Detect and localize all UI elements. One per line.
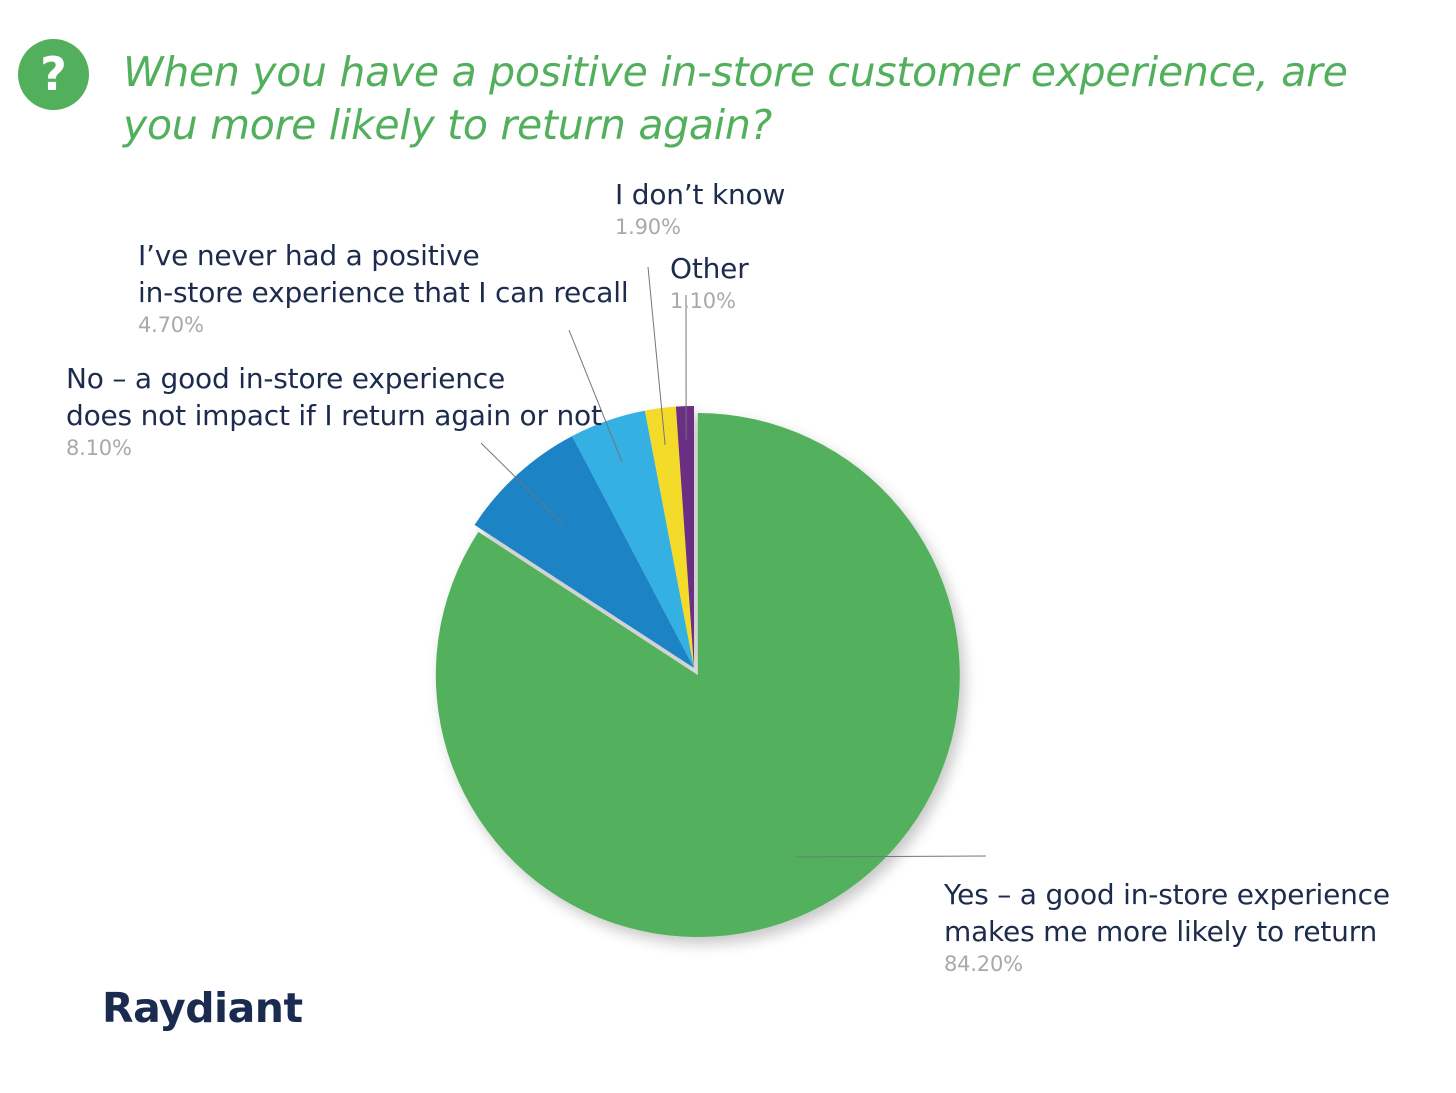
- chart-title: When you have a positive in-store custom…: [123, 48, 1348, 149]
- leader-line: [568, 329, 623, 463]
- slice-value-yes: 84.20%: [944, 952, 1023, 976]
- slice-label-yes: Yes – a good in-store experience makes m…: [944, 876, 1390, 978]
- slice-value-other: 1.10%: [670, 289, 736, 313]
- raydiant-logo: Raydiant: [102, 984, 303, 1032]
- slice-label-other: Other 1.10%: [670, 250, 749, 315]
- pie-slice-other: [675, 406, 694, 668]
- slice-value-no: 8.10%: [66, 436, 132, 460]
- slice-label-yes-text: Yes – a good in-store experience makes m…: [944, 878, 1390, 948]
- pie-slice-no: [474, 436, 694, 668]
- slice-label-never: I’ve never had a positive in-store exper…: [138, 237, 629, 339]
- slice-label-no-text: No – a good in-store experience does not…: [66, 362, 602, 432]
- pie-slice-never: [572, 410, 694, 668]
- slice-label-dont-know: I don’t know 1.90%: [615, 176, 785, 241]
- slice-label-no: No – a good in-store experience does not…: [66, 360, 602, 462]
- slice-label-other-text: Other: [670, 252, 749, 285]
- pie-slice-dont-know: [644, 406, 694, 668]
- question-icon: ?: [18, 39, 89, 110]
- slice-label-never-text: I’ve never had a positive in-store exper…: [138, 239, 629, 309]
- leader-line: [796, 855, 987, 858]
- leader-line: [647, 266, 666, 445]
- slice-label-dont-know-text: I don’t know: [615, 178, 786, 211]
- slice-value-never: 4.70%: [138, 313, 204, 337]
- pie-slice-yes: [435, 413, 960, 938]
- slice-value-dont-know: 1.90%: [615, 215, 681, 239]
- leader-line: [480, 442, 564, 525]
